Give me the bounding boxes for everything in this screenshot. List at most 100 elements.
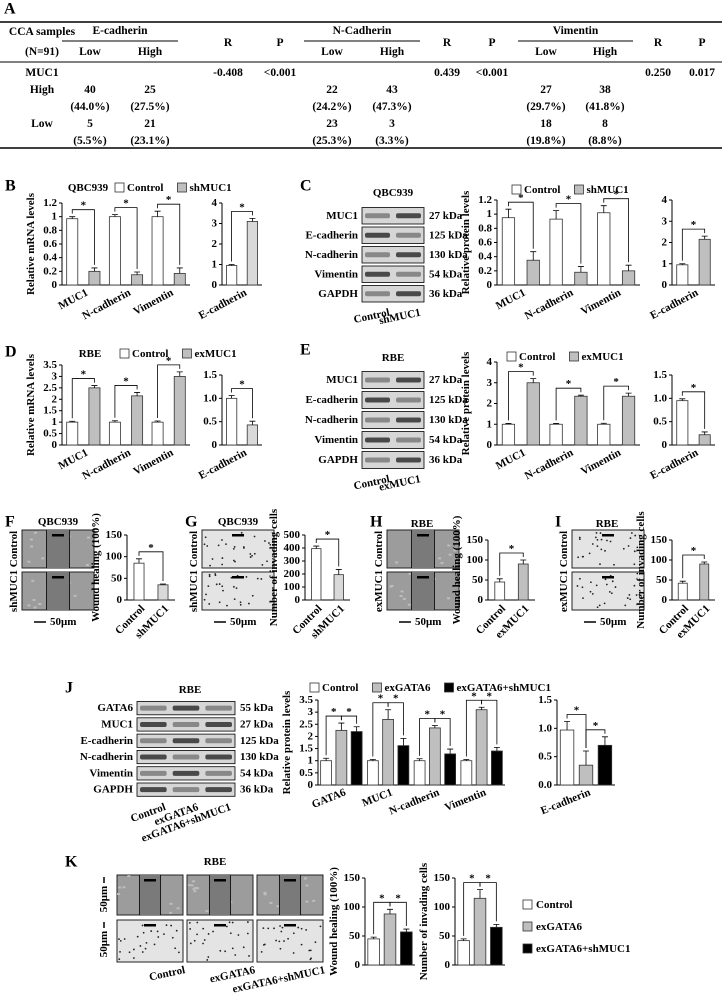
legend-swatch [574, 184, 584, 195]
bar [400, 931, 413, 966]
cell-dot [300, 943, 303, 946]
table-cell: 0.250 [645, 67, 671, 79]
cell-dot [226, 604, 228, 607]
y-tick-label: 0 [295, 594, 301, 606]
cell-dot [207, 585, 210, 587]
y-tick-label: 100 [434, 901, 451, 913]
cell-dot [142, 931, 145, 934]
cell-dot [231, 921, 234, 924]
cell-dot [207, 956, 210, 958]
cell-dot [268, 542, 270, 544]
table-cell: 18 [540, 118, 552, 130]
bar [457, 940, 470, 966]
legend-swatch [309, 682, 320, 693]
y-tick-label: 0.6 [478, 237, 492, 249]
blot-band [140, 754, 167, 760]
y-tick-label: 1.5 [43, 405, 57, 417]
table-row-label: MUC1 [25, 67, 58, 79]
cell-texture [169, 911, 173, 914]
table-cell: 25 [144, 84, 156, 96]
bar [157, 584, 169, 601]
scale-bar [144, 879, 156, 882]
y-tick-label: 400 [284, 542, 301, 554]
cell-dot [175, 929, 178, 932]
y-tick-label: 50 [472, 574, 484, 586]
blot-band [140, 738, 167, 744]
y-tick-label: 4 [487, 356, 493, 368]
cell-dot [262, 944, 265, 946]
bar [473, 897, 487, 966]
bar [526, 259, 540, 286]
cell-dot [281, 926, 284, 929]
blot-band [172, 705, 200, 711]
scale-label: 50μm [98, 931, 110, 957]
bar [151, 216, 164, 286]
blot-band [172, 770, 200, 776]
y-axis-label: Relative protein levels [460, 190, 472, 294]
legend-label: Control [132, 348, 168, 360]
size-label: 130 kDa [240, 751, 279, 763]
significance-bracket [231, 388, 253, 419]
y-tick-label: 1.2 [478, 194, 492, 206]
size-label: 36 kDa [429, 454, 463, 466]
legend-swatch [177, 182, 187, 193]
cell-texture [127, 875, 131, 878]
bar [131, 274, 144, 286]
cell-dot [206, 959, 209, 961]
cell-dot [208, 603, 211, 605]
size-label: 54 kDa [429, 434, 463, 446]
panel-label: I [555, 514, 561, 531]
y-tick-label: 1.0 [203, 392, 217, 404]
row-label: shMUC1 [188, 570, 200, 612]
panel-label: K [65, 854, 78, 871]
blot-strip [361, 431, 425, 449]
cell-texture [205, 910, 209, 913]
error-bar [387, 908, 393, 914]
size-label: 27 kDa [429, 210, 463, 222]
y-tick-label: 150 [106, 529, 123, 541]
size-label: 36 kDa [240, 784, 274, 796]
significance-bracket [157, 364, 181, 418]
blot-band [205, 770, 232, 776]
cell-dot [224, 950, 227, 953]
blot-strip [361, 411, 425, 429]
cell-dot [209, 564, 211, 567]
table-cell: (19.8%) [526, 135, 565, 147]
protein-label: GAPDH [318, 454, 358, 466]
significance-bracket [585, 729, 606, 748]
error-bar [496, 578, 503, 582]
cell-texture [190, 884, 194, 887]
cell-dot [246, 932, 249, 935]
cell-dot [319, 925, 322, 928]
cell-texture [305, 900, 309, 903]
significance-label: * [166, 355, 172, 367]
legend-swatch [182, 348, 192, 359]
y-tick-label: 0 [445, 959, 451, 971]
legend-label: exMUC1 [581, 351, 623, 363]
significance-bracket [508, 201, 534, 249]
y-axis-label: Number of invading cells [635, 511, 647, 629]
cell-texture [29, 538, 33, 541]
table-cell: 0.017 [689, 67, 715, 79]
significance-label: * [566, 194, 572, 206]
bar [429, 727, 441, 786]
significance-bracket [681, 228, 706, 261]
scale-bar [232, 534, 244, 537]
table-cell: 8 [602, 118, 608, 130]
significance-bracket [387, 702, 404, 736]
significance-label: * [613, 376, 619, 388]
table-cell: 22 [326, 84, 338, 96]
cell-dot [249, 556, 252, 558]
error-bar [431, 725, 438, 728]
y-tick-label: 2 [487, 398, 493, 410]
cell-dot [630, 532, 633, 534]
bar [173, 272, 186, 286]
cell-dot [314, 941, 317, 944]
row-label: shMUC1 [8, 570, 20, 612]
y-tick-label: 4 [212, 197, 218, 209]
significance-bracket [138, 551, 164, 581]
error-bar [69, 420, 76, 423]
blot-strip [361, 207, 425, 225]
y-tick-label: 100 [106, 551, 123, 563]
